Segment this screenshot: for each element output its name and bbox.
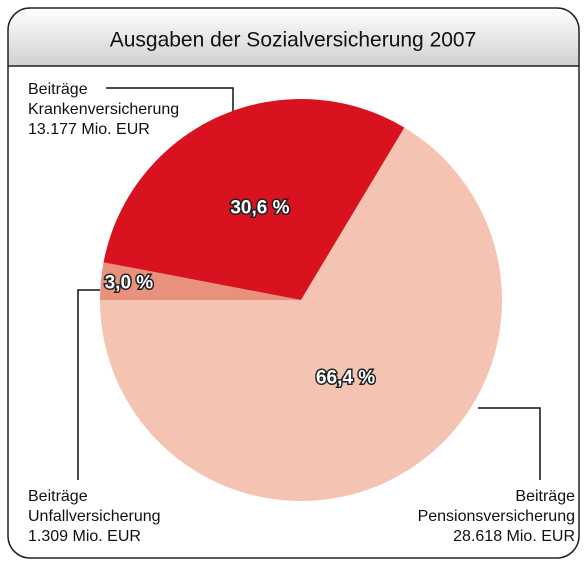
slice-label: Beiträge	[515, 488, 575, 505]
pie-slice	[100, 127, 502, 502]
slice-label: 1.309 Mio. EUR	[28, 528, 141, 545]
slice-label: Unfallversicherung	[28, 508, 161, 525]
pie-slice	[100, 262, 301, 300]
value-label: 30,6 %	[230, 197, 289, 218]
value-label: 66,4 %	[316, 368, 375, 389]
slice-label: Pensionsversicherung	[418, 508, 575, 525]
slice-label: 28.618 Mio. EUR	[453, 528, 575, 545]
slice-label: Krankenversicherung	[28, 101, 179, 118]
slice-label: Beiträge	[28, 488, 88, 505]
pie-slice	[103, 99, 405, 301]
slice-label: Beiträge	[28, 81, 88, 98]
value-label: 3,0 %	[105, 273, 154, 294]
slice-label: 13.177 Mio. EUR	[28, 121, 150, 138]
title-bar	[8, 8, 579, 66]
border	[7, 7, 580, 559]
chart-title: Ausgaben der Sozialversicherung 2007	[110, 29, 477, 52]
